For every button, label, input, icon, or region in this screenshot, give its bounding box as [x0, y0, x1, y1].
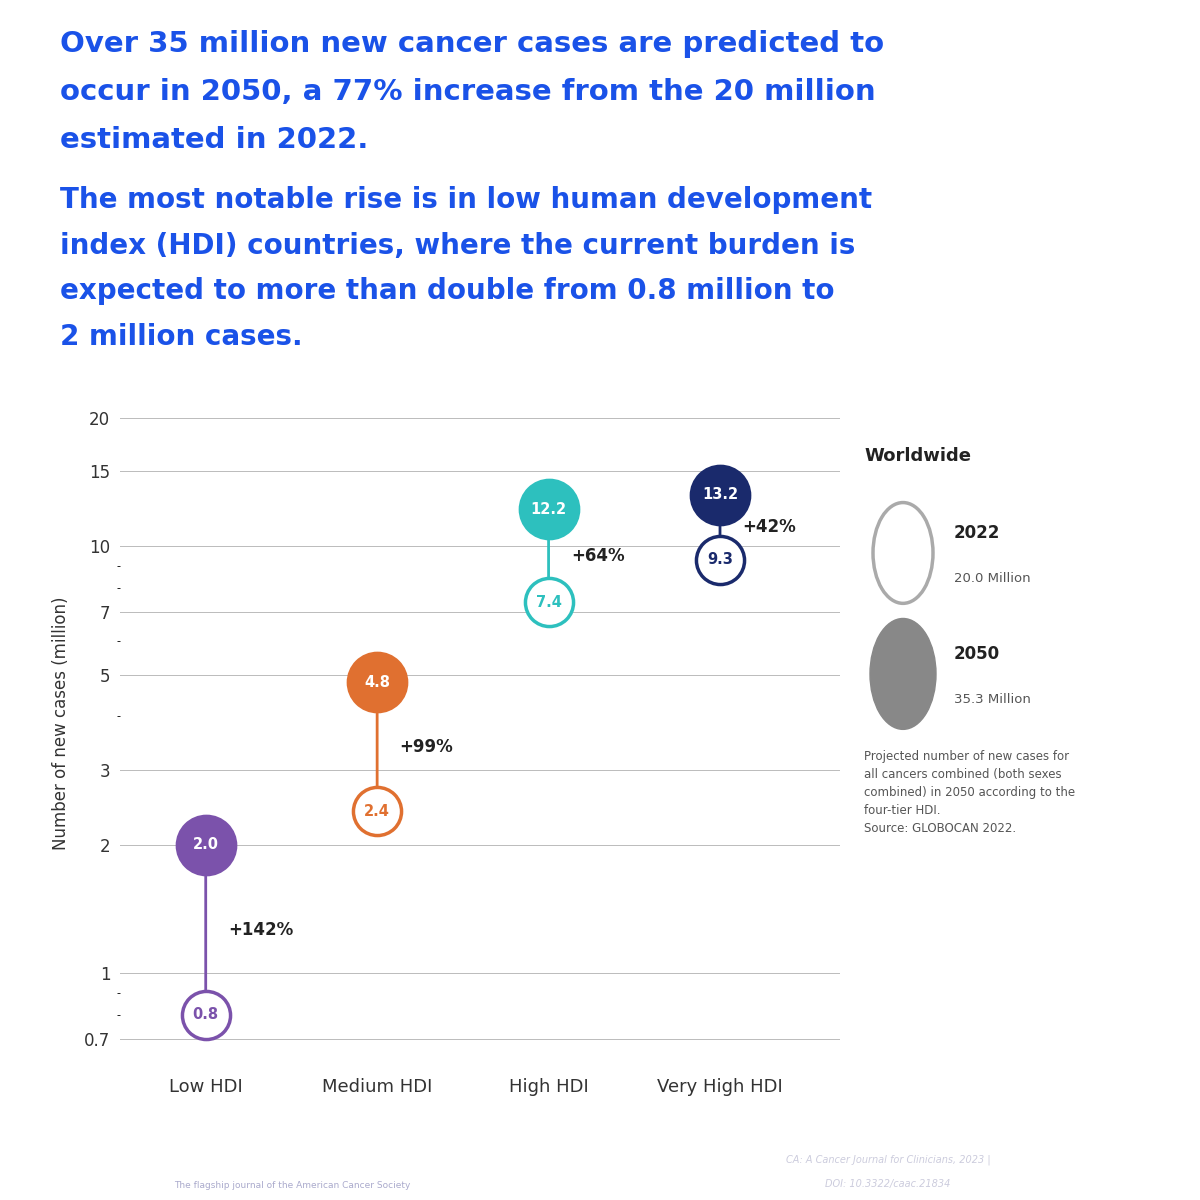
Text: 2.4: 2.4 [365, 804, 390, 818]
Text: estimated in 2022.: estimated in 2022. [60, 126, 368, 154]
Text: 2050: 2050 [954, 644, 1000, 662]
Text: 2.0: 2.0 [193, 838, 218, 852]
Point [539, 500, 558, 520]
Text: 0.8: 0.8 [193, 1007, 218, 1022]
Point [196, 835, 215, 854]
Text: and mortality worldwide for 36 cancers in 185 countries: and mortality worldwide for 36 cancers i… [722, 1129, 1054, 1139]
Text: CA: A Cancer Journal: CA: A Cancer Journal [174, 1118, 336, 1132]
Text: 7.4: 7.4 [535, 595, 562, 610]
Point [710, 551, 730, 570]
Circle shape [870, 618, 936, 730]
Text: 🌿: 🌿 [24, 1122, 36, 1141]
Point [367, 802, 386, 821]
Text: 20.0 Million: 20.0 Million [954, 571, 1031, 584]
Text: 13.2: 13.2 [702, 487, 738, 503]
Text: DOI: 10.3322/caac.21834: DOI: 10.3322/caac.21834 [826, 1180, 950, 1189]
Point [539, 593, 558, 612]
Text: The flagship journal of the American Cancer Society: The flagship journal of the American Can… [174, 1181, 410, 1189]
Text: Over 35 million new cancer cases are predicted to: Over 35 million new cancer cases are pre… [60, 30, 884, 58]
Text: +99%: +99% [400, 738, 454, 756]
Y-axis label: Number of new cases (million): Number of new cases (million) [52, 596, 70, 850]
Text: for Clinicians: for Clinicians [174, 1150, 276, 1164]
Text: 2022: 2022 [954, 523, 1001, 541]
Text: CA: A Cancer Journal for Clinicians, 2023 |: CA: A Cancer Journal for Clinicians, 202… [786, 1154, 990, 1165]
Text: expected to more than double from 0.8 million to: expected to more than double from 0.8 mi… [60, 277, 834, 305]
Text: Global cancer statistics 2022: GLOBOCAN estimates of incidence: Global cancer statistics 2022: GLOBOCAN … [698, 1106, 1078, 1116]
Text: Society®: Society® [78, 1156, 128, 1165]
Point [710, 485, 730, 504]
Text: 9.3: 9.3 [707, 552, 733, 568]
Text: occur in 2050, a 77% increase from the 20 million: occur in 2050, a 77% increase from the 2… [60, 78, 876, 106]
Text: +64%: +64% [571, 547, 624, 565]
Text: 4.8: 4.8 [364, 674, 390, 690]
Text: American: American [78, 1115, 130, 1124]
Text: The most notable rise is in low human development: The most notable rise is in low human de… [60, 186, 872, 214]
Text: 35.3 Million: 35.3 Million [954, 692, 1031, 706]
Text: Cancer: Cancer [78, 1135, 116, 1145]
Text: index (HDI) countries, where the current burden is: index (HDI) countries, where the current… [60, 232, 856, 259]
Text: 2 million cases.: 2 million cases. [60, 323, 302, 350]
Text: 12.2: 12.2 [530, 502, 566, 517]
Text: Worldwide: Worldwide [864, 448, 971, 466]
Point [196, 1006, 215, 1025]
Text: +42%: +42% [743, 518, 796, 536]
Point [367, 673, 386, 692]
Text: Projected number of new cases for
all cancers combined (both sexes
combined) in : Projected number of new cases for all ca… [864, 750, 1075, 834]
Text: +142%: +142% [228, 920, 293, 938]
